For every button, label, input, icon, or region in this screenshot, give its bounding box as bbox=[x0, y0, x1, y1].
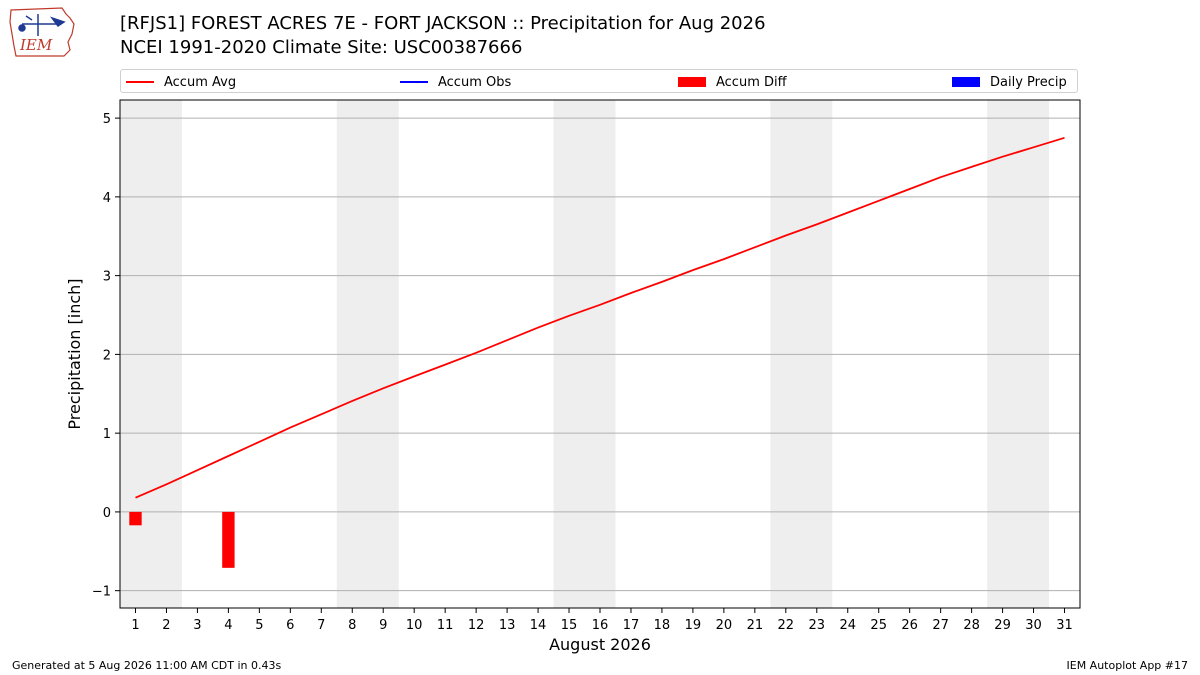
x-axis-label: August 2026 bbox=[549, 635, 651, 654]
x-tick-label: 24 bbox=[839, 618, 856, 633]
footer-generated: Generated at 5 Aug 2026 11:00 AM CDT in … bbox=[12, 659, 282, 672]
legend-item-accum-diff: Accum Diff bbox=[678, 70, 787, 94]
x-tick-label: 25 bbox=[870, 618, 887, 633]
chart-subtitle: NCEI 1991-2020 Climate Site: USC00387666 bbox=[120, 37, 523, 58]
y-tick-label: 0 bbox=[103, 506, 111, 521]
x-tick-label: 18 bbox=[654, 618, 671, 633]
x-tick-label: 14 bbox=[530, 618, 547, 633]
x-tick-label: 30 bbox=[1025, 618, 1042, 633]
legend-item-accum-avg: Accum Avg bbox=[126, 70, 236, 94]
chart-title: [RFJS1] FOREST ACRES 7E - FORT JACKSON :… bbox=[120, 13, 766, 34]
y-tick-label: 4 bbox=[103, 191, 111, 206]
x-tick-label: 22 bbox=[778, 618, 795, 633]
x-tick-label: 1 bbox=[131, 618, 139, 633]
x-tick-label: 8 bbox=[348, 618, 356, 633]
y-tick-label: 2 bbox=[103, 348, 111, 363]
y-tick-label: 3 bbox=[103, 270, 111, 285]
x-tick-label: 13 bbox=[499, 618, 516, 633]
legend-label: Daily Precip bbox=[990, 74, 1067, 90]
x-tick-label: 15 bbox=[561, 618, 578, 633]
legend-item-accum-obs: Accum Obs bbox=[400, 70, 511, 94]
legend-patch-swatch bbox=[952, 77, 980, 87]
x-tick-label: 21 bbox=[747, 618, 764, 633]
y-tick-label: −1 bbox=[92, 585, 111, 600]
x-tick-label: 10 bbox=[406, 618, 423, 633]
legend-patch-swatch bbox=[678, 77, 706, 87]
legend-item-daily-precip: Daily Precip bbox=[952, 70, 1067, 94]
y-axis-label: Precipitation [inch] bbox=[65, 278, 84, 429]
legend-label: Accum Diff bbox=[716, 74, 787, 90]
x-tick-label: 16 bbox=[592, 618, 609, 633]
y-tick-label: 5 bbox=[103, 112, 111, 127]
x-tick-label: 3 bbox=[193, 618, 201, 633]
legend-label: Accum Obs bbox=[438, 74, 512, 90]
x-tick-label: 19 bbox=[685, 618, 702, 633]
x-tick-label: 7 bbox=[317, 618, 325, 633]
x-tick-label: 26 bbox=[901, 618, 918, 633]
x-tick-label: 29 bbox=[994, 618, 1011, 633]
iem-logo: IEM bbox=[9, 7, 75, 57]
x-tick-label: 31 bbox=[1056, 618, 1073, 633]
weather-station-icon bbox=[18, 14, 66, 36]
logo-text: IEM bbox=[19, 36, 53, 54]
x-tick-label: 28 bbox=[963, 618, 980, 633]
plot-frame bbox=[119, 99, 1081, 609]
footer-app: IEM Autoplot App #17 bbox=[1066, 659, 1189, 672]
x-tick-label: 4 bbox=[224, 618, 232, 633]
iowa-outline-icon bbox=[9, 7, 75, 57]
x-tick-label: 9 bbox=[379, 618, 387, 633]
x-tick-label: 23 bbox=[809, 618, 826, 633]
legend: Accum Avg Accum Obs Accum Diff Daily Pre… bbox=[120, 69, 1078, 93]
accum-diff-bar bbox=[222, 511, 235, 568]
y-tick-label: 1 bbox=[103, 427, 111, 442]
legend-line-swatch bbox=[126, 81, 154, 83]
x-tick-label: 11 bbox=[437, 618, 454, 633]
legend-label: Accum Avg bbox=[164, 74, 237, 90]
x-tick-label: 6 bbox=[286, 618, 294, 633]
accum-diff-bar bbox=[129, 511, 142, 526]
x-tick-label: 27 bbox=[932, 618, 949, 633]
x-tick-label: 12 bbox=[468, 618, 485, 633]
x-tick-label: 2 bbox=[162, 618, 170, 633]
accum-avg-line bbox=[135, 136, 1065, 499]
legend-line-swatch bbox=[400, 81, 428, 83]
x-tick-label: 17 bbox=[623, 618, 640, 633]
x-tick-label: 5 bbox=[255, 618, 263, 633]
x-tick-label: 20 bbox=[716, 618, 733, 633]
